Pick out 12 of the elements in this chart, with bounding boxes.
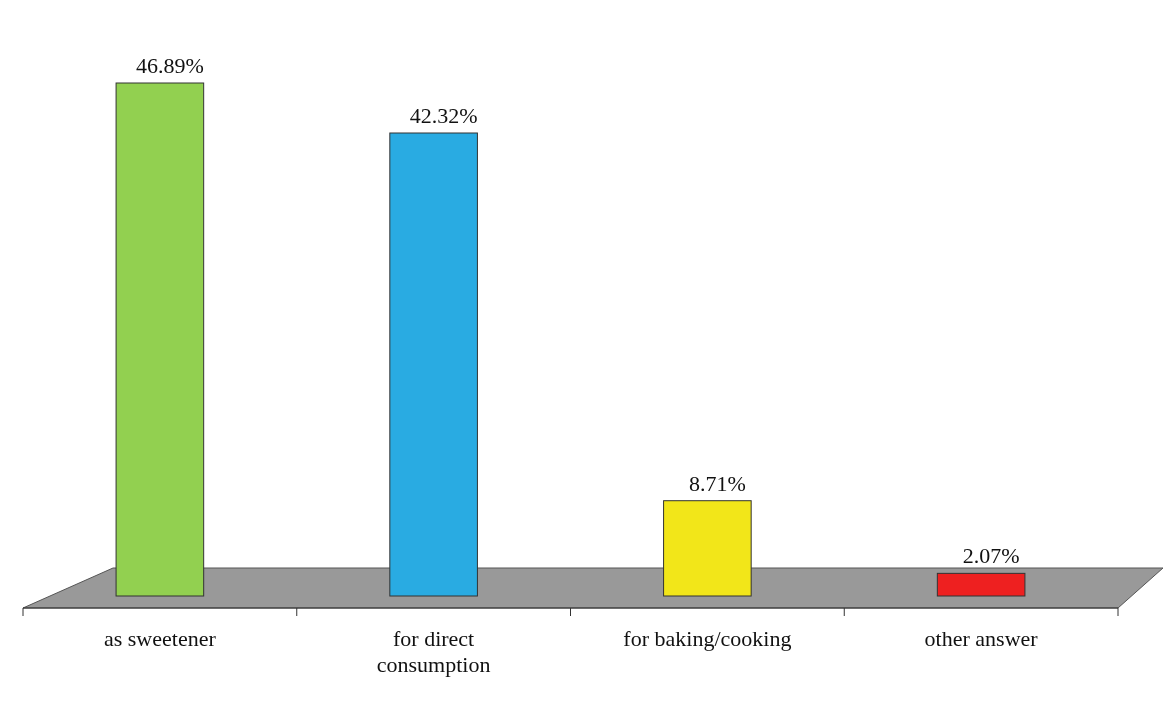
x-tick-label: for baking/cooking — [623, 626, 792, 651]
x-tick-label: other answer — [924, 626, 1039, 651]
data-label: 2.07% — [962, 543, 1020, 569]
bar — [936, 572, 1026, 597]
data-label: 8.71% — [688, 470, 746, 496]
x-tick-label: as sweetener — [103, 626, 217, 651]
bar — [389, 132, 478, 597]
x-tick-label: for direct consumption — [376, 626, 491, 677]
data-label: 46.89% — [135, 53, 204, 78]
bar — [115, 82, 205, 597]
bar — [663, 500, 752, 597]
data-label: 42.32% — [409, 103, 478, 128]
